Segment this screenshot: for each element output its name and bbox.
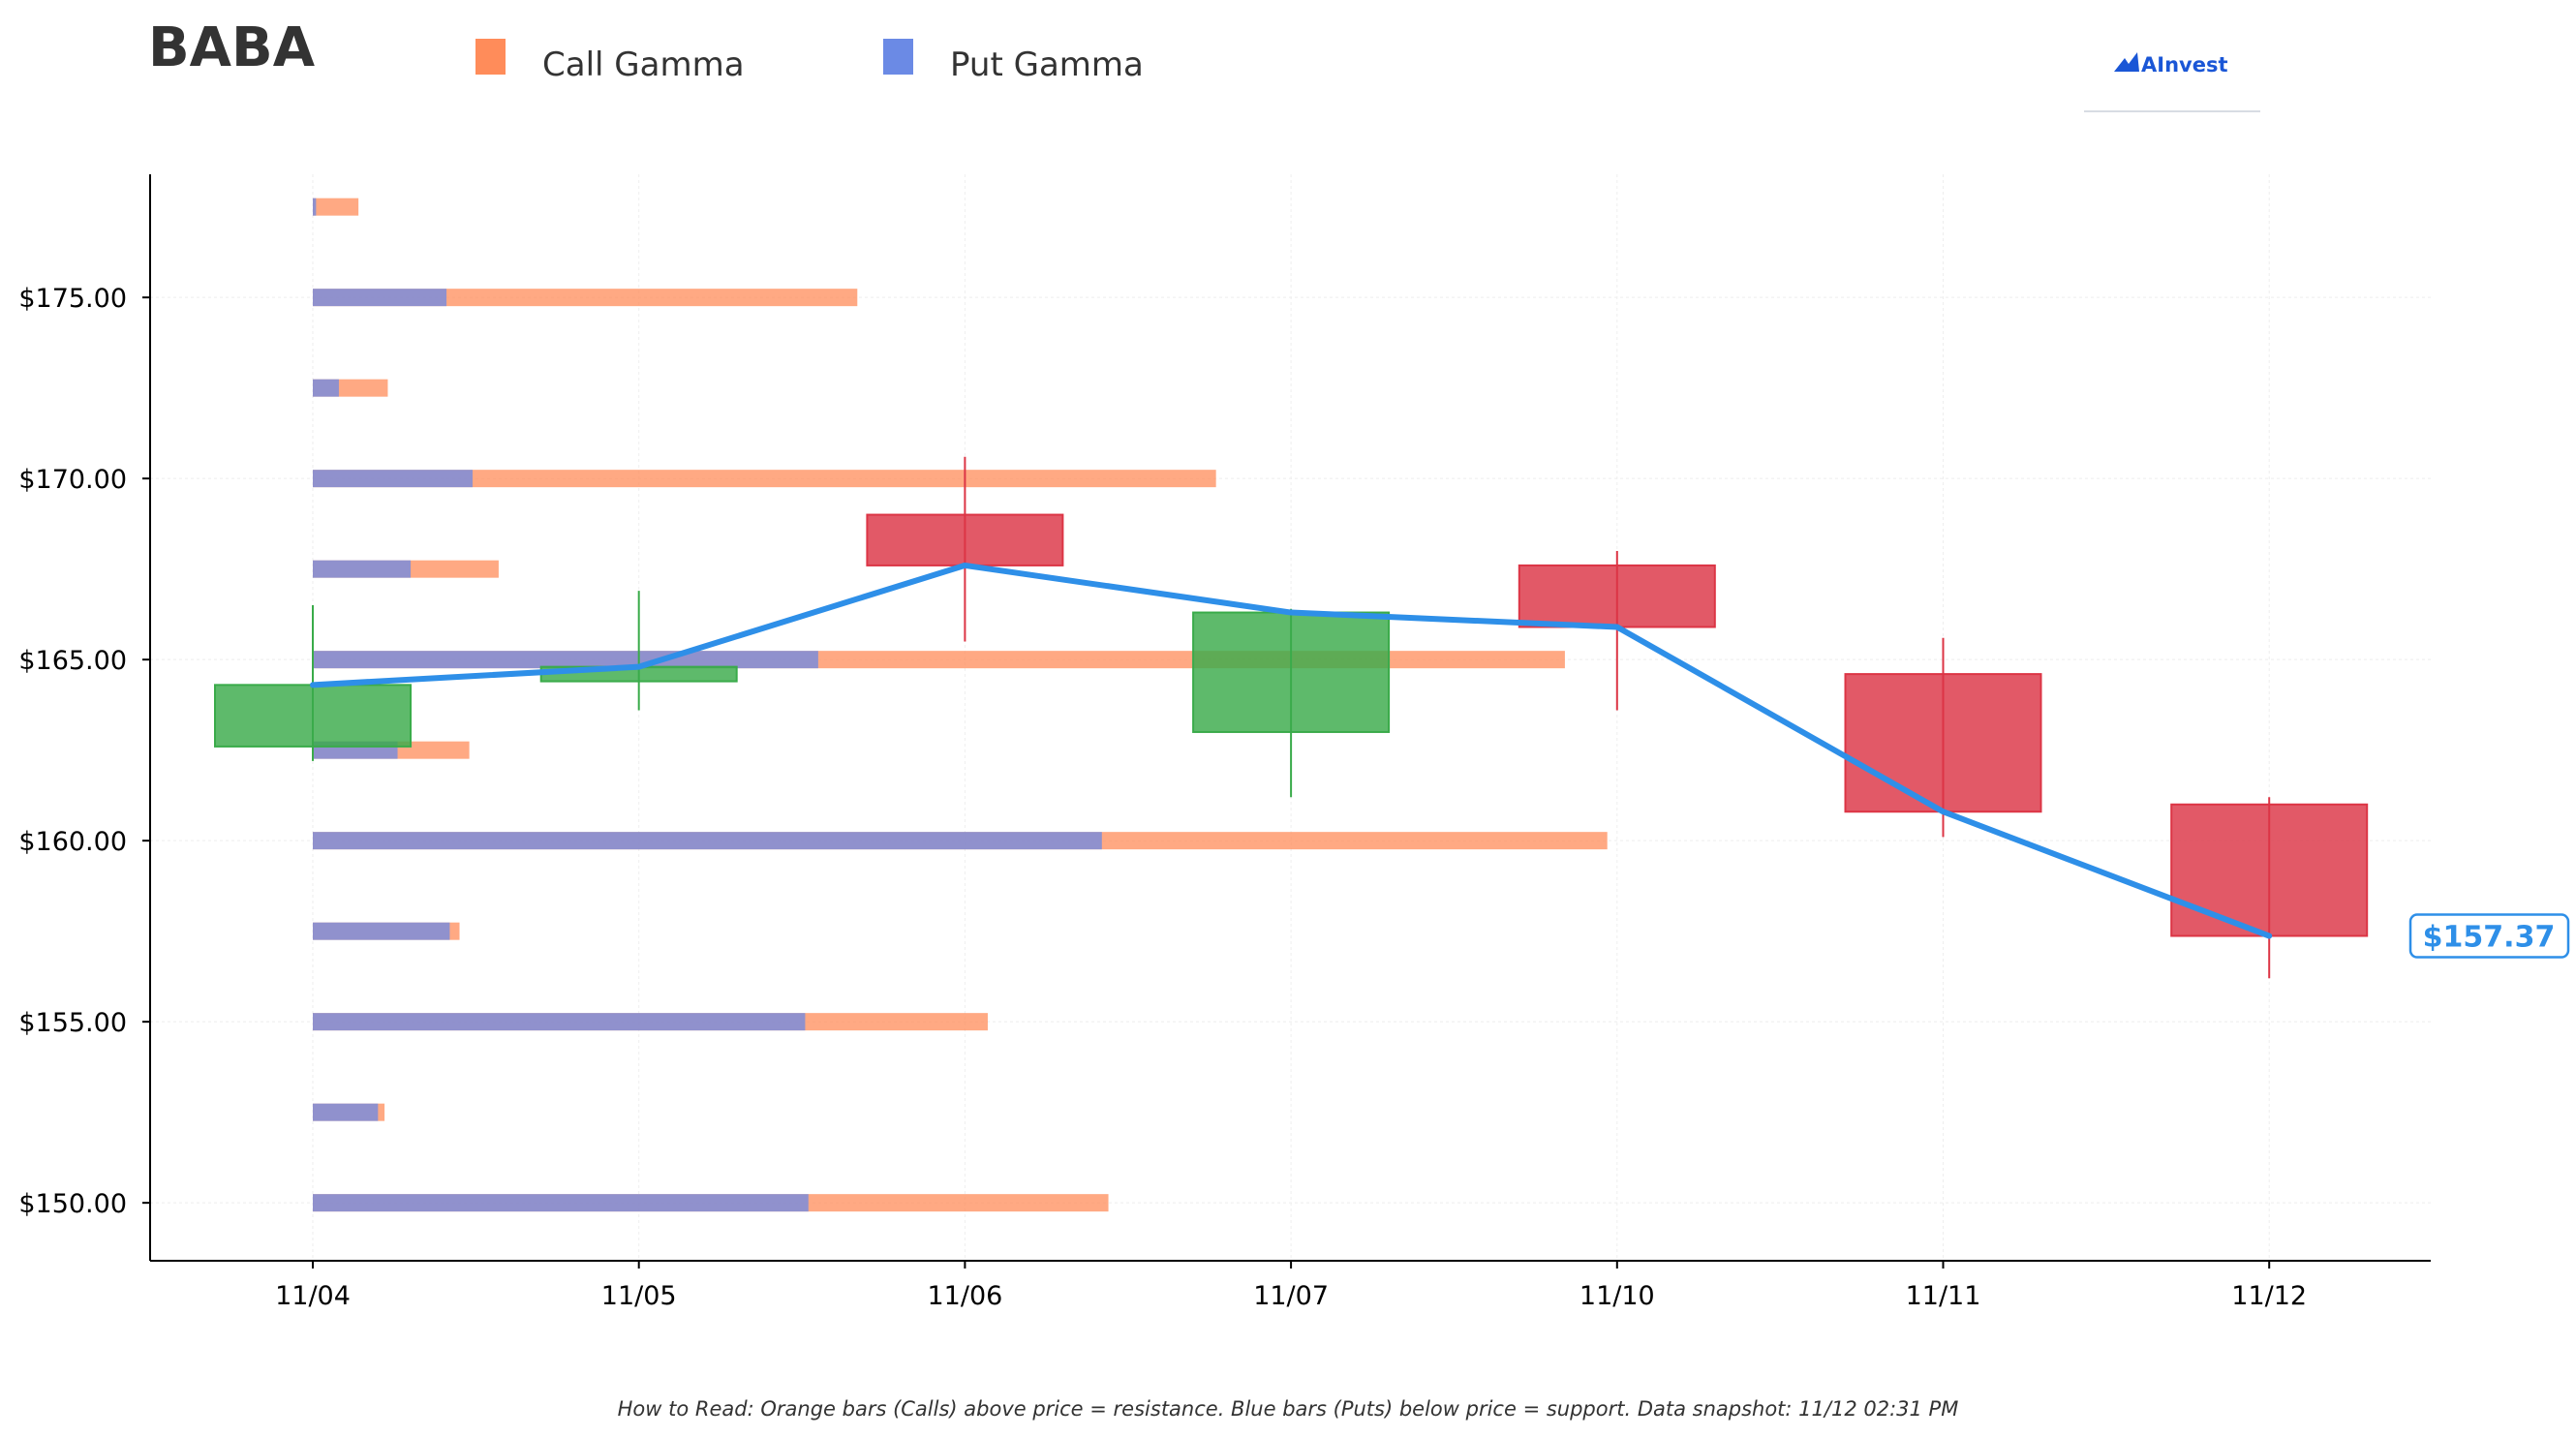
footnote: How to Read: Orange bars (Calls) above p… (618, 1397, 1959, 1421)
call-gamma-bar (313, 470, 1216, 488)
y-tick-label: $175.00 (18, 284, 127, 314)
close-line-path (310, 562, 2273, 939)
call-gamma-bar (313, 289, 858, 307)
brand-logo: AInvest (2084, 52, 2260, 112)
x-axis-ticks: 11/04 11/05 11/06 11/07 11/10 11/11 11/12 (275, 1261, 2307, 1311)
call-gamma-legend-swatch (475, 39, 506, 75)
put-gamma-bar (313, 1013, 806, 1031)
candle-body (2170, 803, 2369, 937)
put-gamma-bar (313, 1103, 379, 1121)
candle-body (866, 513, 1064, 566)
x-tick-label: 11/07 (1253, 1281, 1329, 1311)
legend: Call Gamma Put Gamma (475, 39, 1144, 84)
put-gamma-bar (313, 289, 447, 307)
current-price-label: $157.37 (2423, 921, 2556, 955)
candle-body (214, 684, 412, 748)
candle-body (1192, 611, 1391, 733)
put-gamma-bar (313, 832, 1102, 850)
y-tick-label: $165.00 (18, 646, 127, 676)
gamma-bars (313, 198, 1608, 1212)
x-tick-label: 11/05 (601, 1281, 677, 1311)
put-gamma-bar (313, 922, 450, 940)
put-gamma-bar (313, 560, 412, 578)
x-tick-label: 11/06 (927, 1281, 1002, 1311)
call-gamma-bar (313, 198, 359, 216)
y-tick-label: $155.00 (18, 1008, 127, 1038)
y-tick-label: $150.00 (18, 1189, 127, 1219)
ainvest-logo-icon (2114, 52, 2139, 72)
put-gamma-bar (313, 198, 317, 216)
close-price-line (310, 562, 2273, 939)
brand-name: AInvest (2141, 53, 2228, 76)
y-axis-ticks: $150.00 $155.00 $160.00 $165.00 $170.00 $175.… (18, 284, 150, 1219)
candle-body (1518, 564, 1716, 628)
current-price-box (2408, 913, 2570, 959)
candle-body (1844, 673, 2042, 813)
put-gamma-bar (313, 470, 473, 488)
put-gamma-legend-swatch (883, 39, 913, 75)
y-tick-label: $160.00 (18, 827, 127, 857)
x-tick-label: 11/04 (275, 1281, 351, 1311)
put-gamma-bar (313, 1194, 809, 1212)
put-gamma-bar (313, 379, 339, 397)
current-price-badge: $157.37 (2408, 913, 2570, 959)
y-tick-label: $170.00 (18, 465, 127, 495)
x-tick-label: 11/12 (2231, 1281, 2307, 1311)
x-tick-label: 11/11 (1906, 1281, 1981, 1311)
put-gamma-bar (313, 651, 818, 669)
call-gamma-legend-label: Call Gamma (542, 46, 745, 84)
x-tick-label: 11/10 (1579, 1281, 1655, 1311)
chart-title: BABA (148, 16, 316, 79)
put-gamma-legend-label: Put Gamma (950, 46, 1144, 84)
